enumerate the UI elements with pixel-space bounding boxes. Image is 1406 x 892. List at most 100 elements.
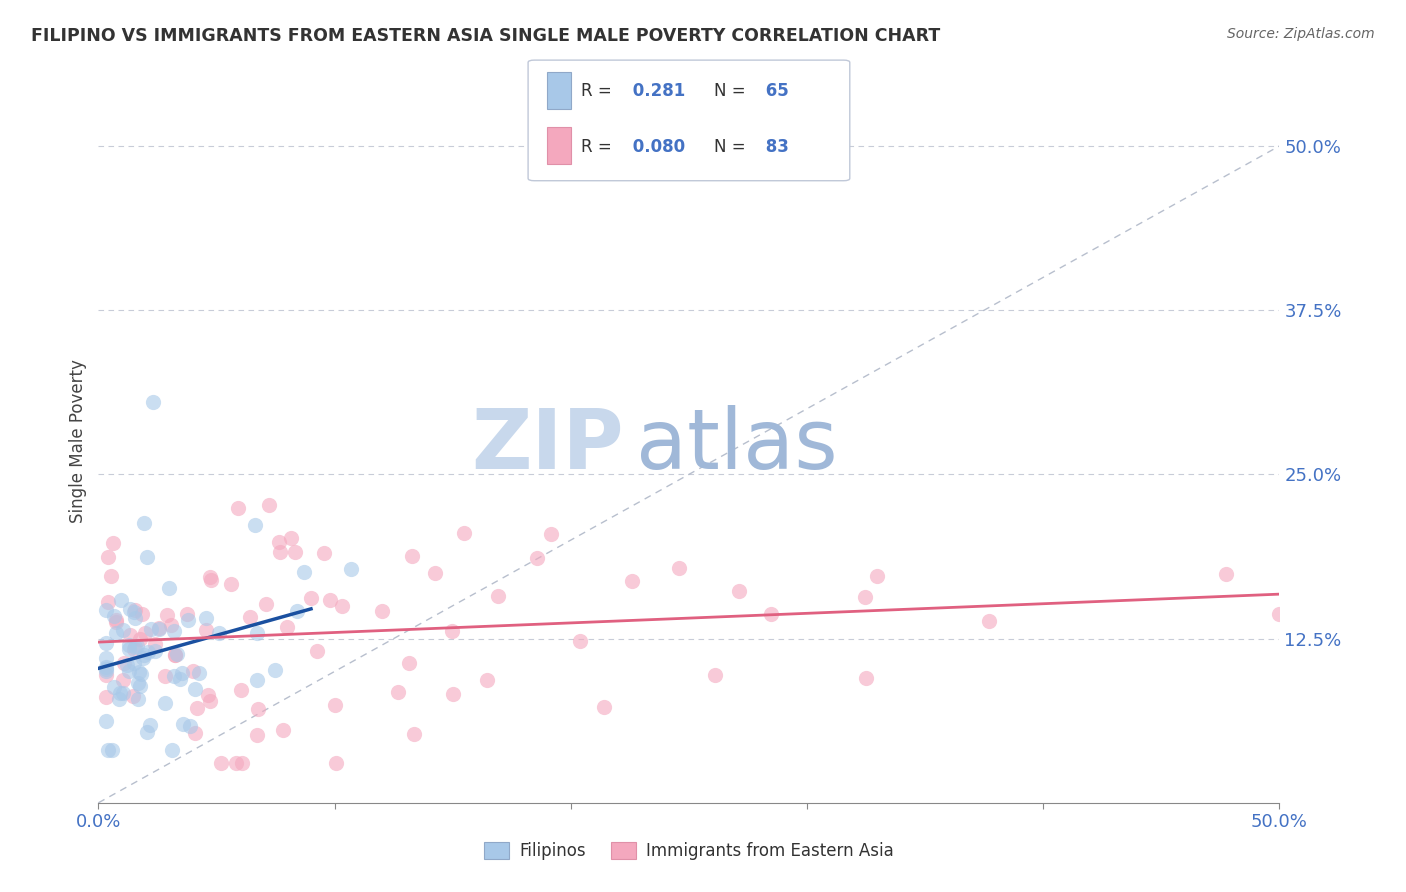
Point <box>226 501 249 516</box>
Point <box>94 664 117 678</box>
Point <box>120 601 142 615</box>
Point <box>401 549 423 564</box>
Point <box>128 665 150 680</box>
Point <box>307 644 329 658</box>
Point <box>156 607 179 622</box>
Point <box>163 648 186 663</box>
Point <box>136 725 159 739</box>
Point <box>194 623 217 637</box>
Point <box>325 756 347 771</box>
Point <box>138 717 160 731</box>
Point <box>94 668 117 682</box>
Point <box>148 622 170 636</box>
Point <box>100 743 122 757</box>
Point <box>330 599 353 613</box>
Point <box>325 698 347 712</box>
Point <box>292 565 315 579</box>
Point <box>195 611 218 625</box>
Point <box>453 526 475 541</box>
Point <box>314 546 336 560</box>
Point <box>94 662 117 676</box>
Point <box>284 545 307 559</box>
Point <box>112 673 135 687</box>
Point <box>136 645 159 659</box>
Point <box>1268 607 1291 621</box>
Point <box>112 657 135 671</box>
Point <box>246 673 269 688</box>
Text: 83: 83 <box>761 137 789 155</box>
Point <box>257 498 280 512</box>
Point <box>108 691 131 706</box>
Point <box>276 620 298 634</box>
Point <box>486 589 509 603</box>
Point <box>371 604 394 618</box>
Point <box>131 607 153 621</box>
Point <box>96 595 118 609</box>
Point <box>668 560 690 574</box>
Point <box>271 723 294 738</box>
Point <box>127 692 149 706</box>
Point <box>97 743 120 757</box>
Text: R =: R = <box>581 137 612 155</box>
Point <box>569 633 592 648</box>
Point <box>110 592 132 607</box>
Point <box>179 719 201 733</box>
Point <box>163 624 186 639</box>
Point <box>280 531 302 545</box>
Point <box>104 613 127 627</box>
Point <box>153 668 176 682</box>
Point <box>94 602 117 616</box>
Point <box>526 550 548 565</box>
Point <box>134 648 156 662</box>
Point <box>103 681 125 695</box>
Point <box>143 644 166 658</box>
Point <box>540 527 562 541</box>
Text: 0.281: 0.281 <box>627 82 685 100</box>
Point <box>475 673 498 687</box>
Point <box>160 618 183 632</box>
Point <box>219 577 242 591</box>
Point <box>441 687 464 701</box>
Point <box>225 756 247 771</box>
Point <box>387 685 409 699</box>
Point <box>620 574 643 589</box>
Point <box>176 607 198 622</box>
Point <box>198 570 221 584</box>
Text: Source: ZipAtlas.com: Source: ZipAtlas.com <box>1227 27 1375 41</box>
Point <box>200 573 222 587</box>
Point <box>264 663 287 677</box>
Point <box>122 605 145 619</box>
Text: FILIPINO VS IMMIGRANTS FROM EASTERN ASIA SINGLE MALE POVERTY CORRELATION CHART: FILIPINO VS IMMIGRANTS FROM EASTERN ASIA… <box>31 27 941 45</box>
Text: atlas: atlas <box>636 405 838 485</box>
Point <box>94 660 117 674</box>
Point <box>187 666 209 681</box>
Point <box>129 679 152 693</box>
Point <box>162 668 184 682</box>
Point <box>97 549 120 564</box>
Point <box>246 625 269 640</box>
Point <box>979 615 1001 629</box>
Point <box>704 668 727 682</box>
Point <box>727 583 749 598</box>
Point <box>186 701 208 715</box>
Text: N =: N = <box>714 137 745 155</box>
FancyBboxPatch shape <box>529 60 849 181</box>
Point <box>198 694 221 708</box>
Point <box>208 626 231 640</box>
Point <box>853 590 876 604</box>
Point <box>115 657 138 672</box>
Point <box>94 714 117 728</box>
Point <box>243 517 266 532</box>
Point <box>124 640 146 654</box>
Bar <box>547 71 571 109</box>
Point <box>169 673 191 687</box>
Point <box>131 666 153 681</box>
Point <box>592 699 614 714</box>
Point <box>181 664 204 678</box>
Point <box>134 626 156 640</box>
Point <box>177 613 200 627</box>
Point <box>118 627 141 641</box>
Point <box>163 648 186 662</box>
Point <box>111 623 134 637</box>
Point <box>404 727 426 741</box>
